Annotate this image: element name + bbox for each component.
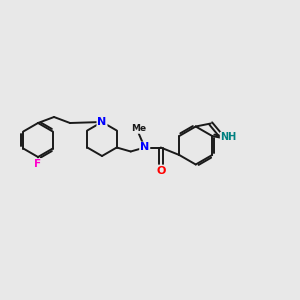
Text: NH: NH: [220, 133, 237, 142]
Text: O: O: [156, 166, 165, 176]
Text: Me: Me: [131, 124, 146, 133]
Text: N: N: [140, 142, 149, 152]
Text: F: F: [34, 159, 42, 169]
Text: N: N: [98, 117, 106, 127]
